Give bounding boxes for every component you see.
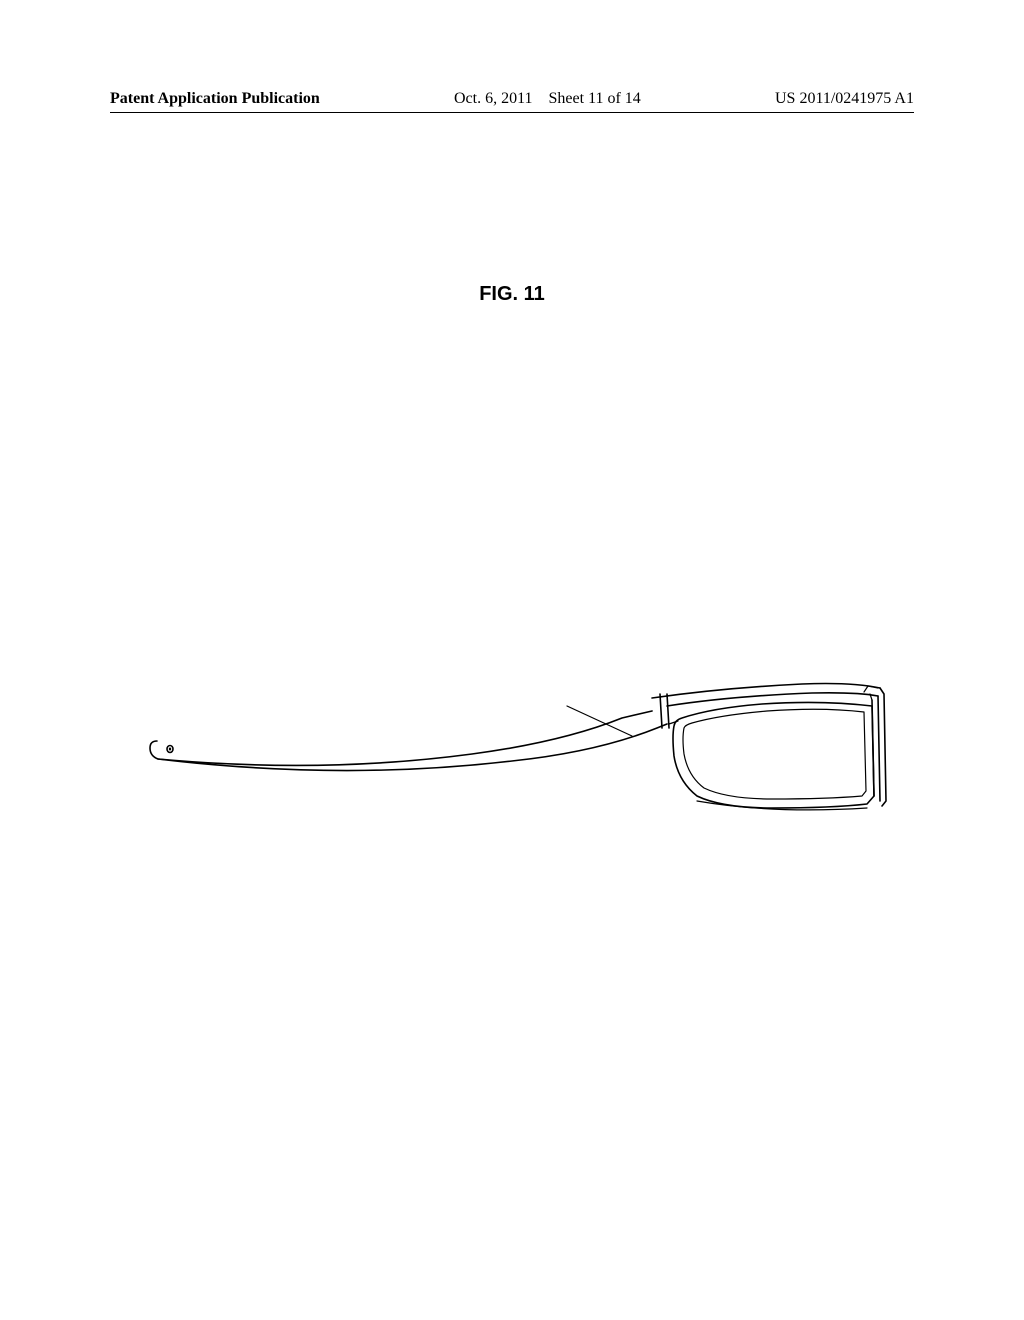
sheet-number: Sheet 11 of 14 xyxy=(549,90,641,107)
eyeglasses-side-view-drawing xyxy=(122,636,902,836)
publication-number: US 2011/0241975 A1 xyxy=(775,90,914,108)
header-date-sheet: Oct. 6, 2011 Sheet 11 of 14 xyxy=(454,90,641,108)
page-header: Patent Application Publication Oct. 6, 2… xyxy=(110,90,914,113)
publication-type: Patent Application Publication xyxy=(110,90,320,108)
drawing-container xyxy=(110,636,914,836)
patent-page: Patent Application Publication Oct. 6, 2… xyxy=(0,0,1024,1320)
publication-date: Oct. 6, 2011 xyxy=(454,90,533,107)
figure-label: FIG. 11 xyxy=(110,283,914,306)
